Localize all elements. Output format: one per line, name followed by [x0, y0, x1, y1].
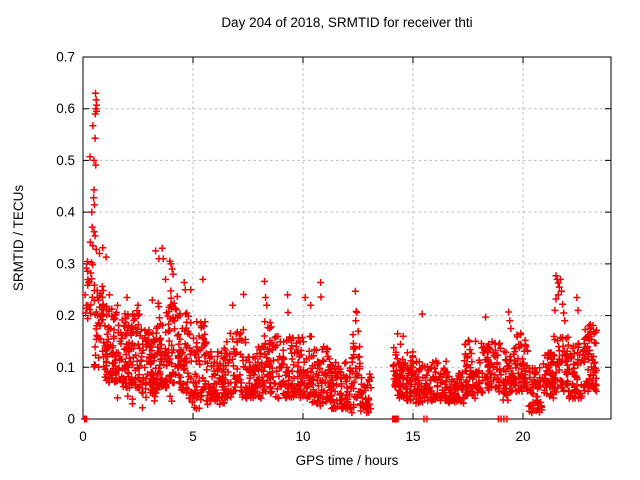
svg-text:0.2: 0.2 — [56, 308, 75, 323]
svg-text:10: 10 — [295, 429, 310, 444]
svg-text:20: 20 — [515, 429, 530, 444]
x-axis-label: GPS time / hours — [295, 453, 399, 468]
svg-text:0.1: 0.1 — [56, 360, 75, 375]
chart-title: Day 204 of 2018, SRMTID for receiver tht… — [221, 15, 473, 30]
svg-text:0.5: 0.5 — [56, 153, 75, 168]
svg-text:0: 0 — [79, 429, 87, 444]
svg-text:15: 15 — [405, 429, 420, 444]
svg-text:0.6: 0.6 — [56, 101, 75, 116]
svg-text:0: 0 — [67, 412, 75, 427]
y-axis-label: SRMTID / TECUs — [11, 184, 26, 292]
svg-text:0.3: 0.3 — [56, 256, 75, 271]
svg-text:0.4: 0.4 — [56, 205, 75, 220]
svg-text:0.7: 0.7 — [56, 50, 75, 65]
svg-text:5: 5 — [189, 429, 197, 444]
